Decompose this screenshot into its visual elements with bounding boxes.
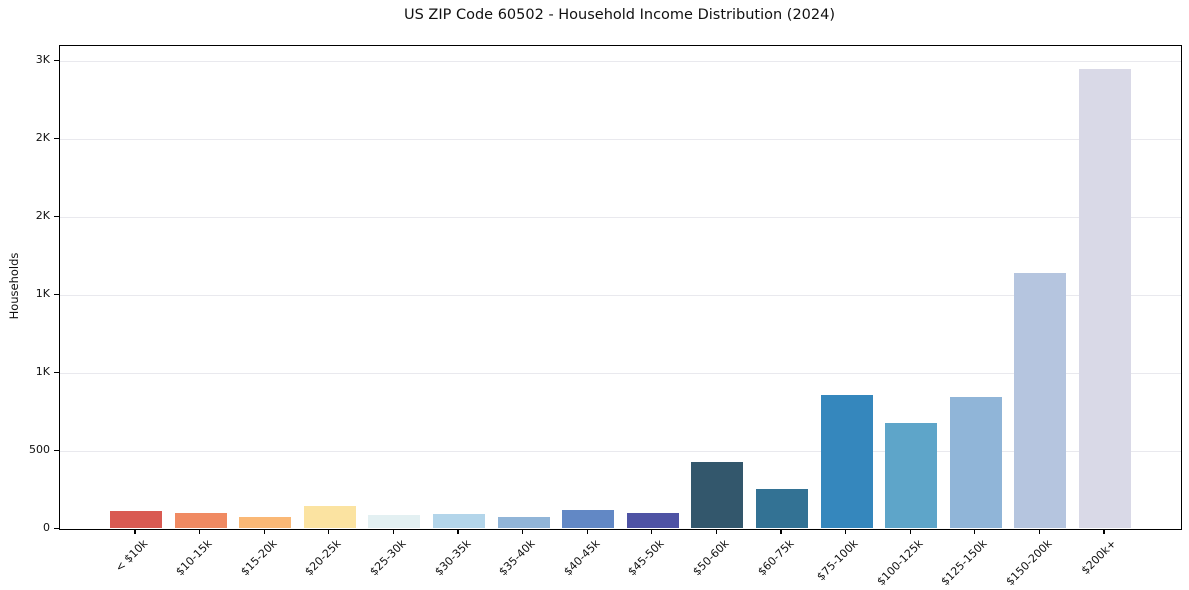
x-tick-label-text: < $10k — [112, 536, 151, 575]
x-tick-label-text: $15-20k — [238, 536, 280, 578]
x-tick-mark — [328, 529, 330, 534]
x-tick-label-text: $50-60k — [690, 536, 732, 578]
bar-$60-75k — [756, 488, 808, 529]
x-tick-mark — [651, 529, 653, 534]
bar-$35-40k — [497, 516, 550, 529]
x-tick-label-text: $45-50k — [625, 536, 667, 578]
x-tick-label-text: $20-25k — [302, 536, 344, 578]
x-tick-mark — [586, 529, 588, 534]
bar-$30-35k — [433, 514, 485, 529]
y-tick-label: 2K — [35, 208, 50, 222]
y-tick-mark — [54, 293, 59, 296]
x-tick-mark — [715, 529, 718, 534]
bar-$40-45k — [562, 509, 615, 529]
x-tick-label-text: $75-100k — [814, 536, 861, 583]
bar-$50-60k — [691, 462, 744, 529]
x-tick-label-text: $25-30k — [367, 536, 409, 578]
y-tick-label: 1K — [35, 364, 50, 378]
y-tick-mark — [54, 527, 59, 529]
bar-$25-30k — [368, 515, 421, 529]
y-tick-mark — [54, 449, 59, 451]
plot-area — [59, 44, 1182, 530]
y-tick-label: 500 — [29, 442, 50, 456]
bar-$45-50k — [626, 512, 679, 529]
x-tick-label-text: $125-150k — [938, 536, 990, 588]
x-tick-mark — [521, 529, 524, 534]
x-tick-label-text: $60-75k — [754, 536, 797, 578]
gridline — [60, 372, 1181, 374]
x-tick-mark — [974, 529, 976, 534]
y-tick-mark — [54, 60, 59, 62]
y-tick-label: 2K — [35, 130, 50, 144]
y-tick-label: 0 — [43, 520, 50, 534]
x-tick-mark — [844, 529, 847, 534]
gridline — [60, 61, 1181, 63]
y-tick-mark — [54, 371, 59, 374]
bar-$15-20k — [239, 516, 292, 529]
y-tick-label: 3K — [35, 53, 50, 67]
y-tick-mark — [54, 215, 59, 218]
x-tick-mark — [392, 529, 395, 534]
x-tick-label-text: $200k+ — [1079, 536, 1120, 577]
y-tick-mark — [54, 137, 59, 140]
x-tick-mark — [780, 529, 782, 534]
x-tick-mark — [1038, 529, 1041, 534]
x-tick-label-text: $100-125k — [874, 536, 926, 588]
bar-< $10k — [110, 510, 162, 529]
bar-$75-100k — [820, 395, 873, 529]
x-tick-mark — [134, 529, 136, 534]
bar-$150-200k — [1014, 272, 1067, 529]
x-tick-mark — [198, 529, 201, 534]
bar-$100-125k — [885, 423, 938, 529]
x-tick-label-text: $30-35k — [431, 536, 474, 578]
x-tick-mark — [263, 529, 265, 534]
bar-$20-25k — [303, 505, 356, 529]
x-tick-mark — [457, 529, 459, 534]
gridline — [60, 450, 1181, 452]
gridline — [60, 216, 1181, 218]
chart-title: US ZIP Code 60502 - Household Income Dis… — [403, 7, 836, 23]
bar-$10-15k — [174, 512, 227, 529]
bar-$200k+ — [1079, 68, 1131, 529]
gridline — [60, 294, 1181, 296]
x-tick-label-text: $150-200k — [1003, 536, 1055, 588]
x-tick-label-text: $40-45k — [561, 536, 603, 578]
y-tick-label: 1K — [35, 286, 50, 300]
x-tick-mark — [1103, 529, 1105, 534]
bar-$125-150k — [949, 396, 1002, 529]
x-tick-label-text: $10-15k — [173, 536, 215, 578]
gridline — [60, 138, 1181, 140]
x-tick-label-text: $35-40k — [496, 536, 538, 578]
x-tick-mark — [909, 529, 911, 534]
